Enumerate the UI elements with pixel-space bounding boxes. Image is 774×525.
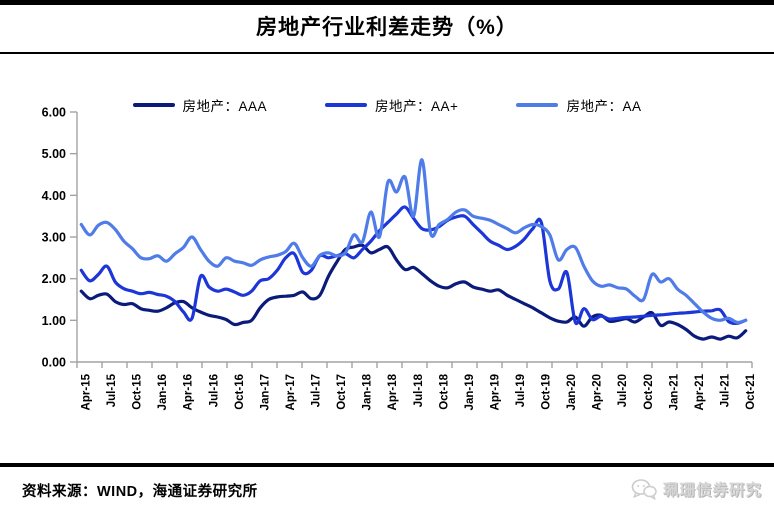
svg-text:Apr-18: Apr-18	[387, 373, 399, 410]
svg-text:3.00: 3.00	[42, 231, 66, 245]
svg-text:Jul-15: Jul-15	[106, 373, 118, 407]
svg-text:Jan-20: Jan-20	[566, 374, 578, 410]
svg-text:Jul-21: Jul-21	[719, 373, 731, 407]
svg-text:Oct-15: Oct-15	[132, 373, 144, 409]
svg-text:Jan-21: Jan-21	[668, 373, 680, 410]
svg-text:Apr-16: Apr-16	[183, 374, 195, 410]
spread-trend-line-chart: 0.00 1.00 2.00 3.00 4.00 5.00 6.00 Apr-15 Jul-15…	[42, 106, 757, 411]
title-divider-rule	[0, 52, 774, 54]
svg-text:Oct-19: Oct-19	[541, 374, 553, 410]
svg-text:6.00: 6.00	[42, 106, 66, 120]
series-line	[79, 205, 748, 326]
svg-text:Oct-21: Oct-21	[745, 373, 757, 409]
chart-legend: 房地产：AAA 房地产：AA+ 房地产：AA	[0, 95, 774, 115]
svg-text:Jul-18: Jul-18	[413, 373, 425, 407]
top-rule	[0, 0, 774, 5]
legend-swatch-aa	[516, 103, 559, 107]
series-line	[79, 243, 748, 341]
svg-text:Apr-21: Apr-21	[694, 373, 706, 410]
svg-text:2.00: 2.00	[42, 272, 66, 286]
svg-text:5.00: 5.00	[42, 147, 66, 161]
svg-text:Oct-20: Oct-20	[643, 374, 655, 410]
svg-text:Oct-16: Oct-16	[234, 374, 246, 410]
legend-item-aa: 房地产：AA	[516, 95, 641, 115]
series-line	[79, 158, 748, 325]
bottom-rule	[0, 463, 774, 467]
legend-item-aaa: 房地产：AAA	[132, 95, 268, 115]
svg-text:1.00: 1.00	[42, 314, 66, 328]
svg-text:Jan-18: Jan-18	[362, 373, 374, 410]
legend-label-aaa: 房地产：AAA	[182, 99, 268, 114]
svg-text:0.00: 0.00	[42, 356, 66, 370]
legend-item-aa-plus: 房地产：AA+	[325, 95, 458, 115]
svg-text:Jul-20: Jul-20	[617, 374, 629, 407]
legend-label-aa: 房地产：AA	[566, 99, 642, 114]
legend-label-aa-plus: 房地产：AA+	[375, 99, 459, 114]
svg-text:Oct-18: Oct-18	[438, 373, 450, 409]
svg-text:Apr-15: Apr-15	[81, 373, 93, 410]
svg-text:Oct-17: Oct-17	[336, 374, 348, 410]
svg-text:Jul-16: Jul-16	[208, 374, 220, 407]
chart-title: 房地产行业利差走势（%）	[256, 16, 518, 39]
source-note: 资料来源：WIND，海通证券研究所	[22, 484, 258, 500]
wechat-icon	[631, 479, 657, 500]
legend-swatch-aa-plus	[325, 103, 368, 107]
svg-text:Jul-19: Jul-19	[515, 374, 527, 407]
svg-text:Jan-19: Jan-19	[464, 374, 476, 410]
svg-text:Jan-16: Jan-16	[157, 374, 169, 410]
legend-swatch-aaa	[132, 103, 175, 107]
svg-text:Jul-17: Jul-17	[311, 374, 323, 407]
svg-text:4.00: 4.00	[42, 189, 66, 203]
watermark: 珮珊债券研究	[631, 478, 762, 500]
svg-text:Apr-19: Apr-19	[489, 374, 501, 410]
svg-text:Apr-17: Apr-17	[285, 374, 297, 410]
watermark-text: 珮珊债券研究	[662, 482, 762, 499]
svg-text:Apr-20: Apr-20	[592, 374, 604, 410]
svg-text:Jan-17: Jan-17	[259, 374, 271, 410]
